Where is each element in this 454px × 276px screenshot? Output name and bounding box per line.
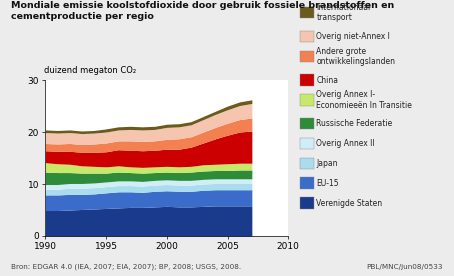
Text: China: China [316,76,338,84]
Text: cementproductie per regio: cementproductie per regio [11,12,154,22]
Text: Overig Annex I-
Economieeën In Transitie: Overig Annex I- Economieeën In Transitie [316,90,412,110]
Text: EU-15: EU-15 [316,179,339,188]
Text: Internationaal
transport: Internationaal transport [316,3,370,22]
Text: Overig niet-Annex I: Overig niet-Annex I [316,32,390,41]
Text: Andere grote
ontwikkelingslanden: Andere grote ontwikkelingslanden [316,47,395,66]
Text: duizend megaton CO₂: duizend megaton CO₂ [44,66,136,75]
Text: Overig Annex II: Overig Annex II [316,139,375,148]
Text: Verenigde Staten: Verenigde Staten [316,199,383,208]
Text: PBL/MNC/jun08/0533: PBL/MNC/jun08/0533 [366,264,443,270]
Text: Russische Federatie: Russische Federatie [316,119,393,128]
Text: Bron: EDGAR 4.0 (IEA, 2007; EIA, 2007); BP, 2008; USGS, 2008.: Bron: EDGAR 4.0 (IEA, 2007; EIA, 2007); … [11,263,242,270]
Text: Japan: Japan [316,159,338,168]
Text: Mondiale emissie koolstofdioxide door gebruik fossiele brandstoffen en: Mondiale emissie koolstofdioxide door ge… [11,1,395,10]
